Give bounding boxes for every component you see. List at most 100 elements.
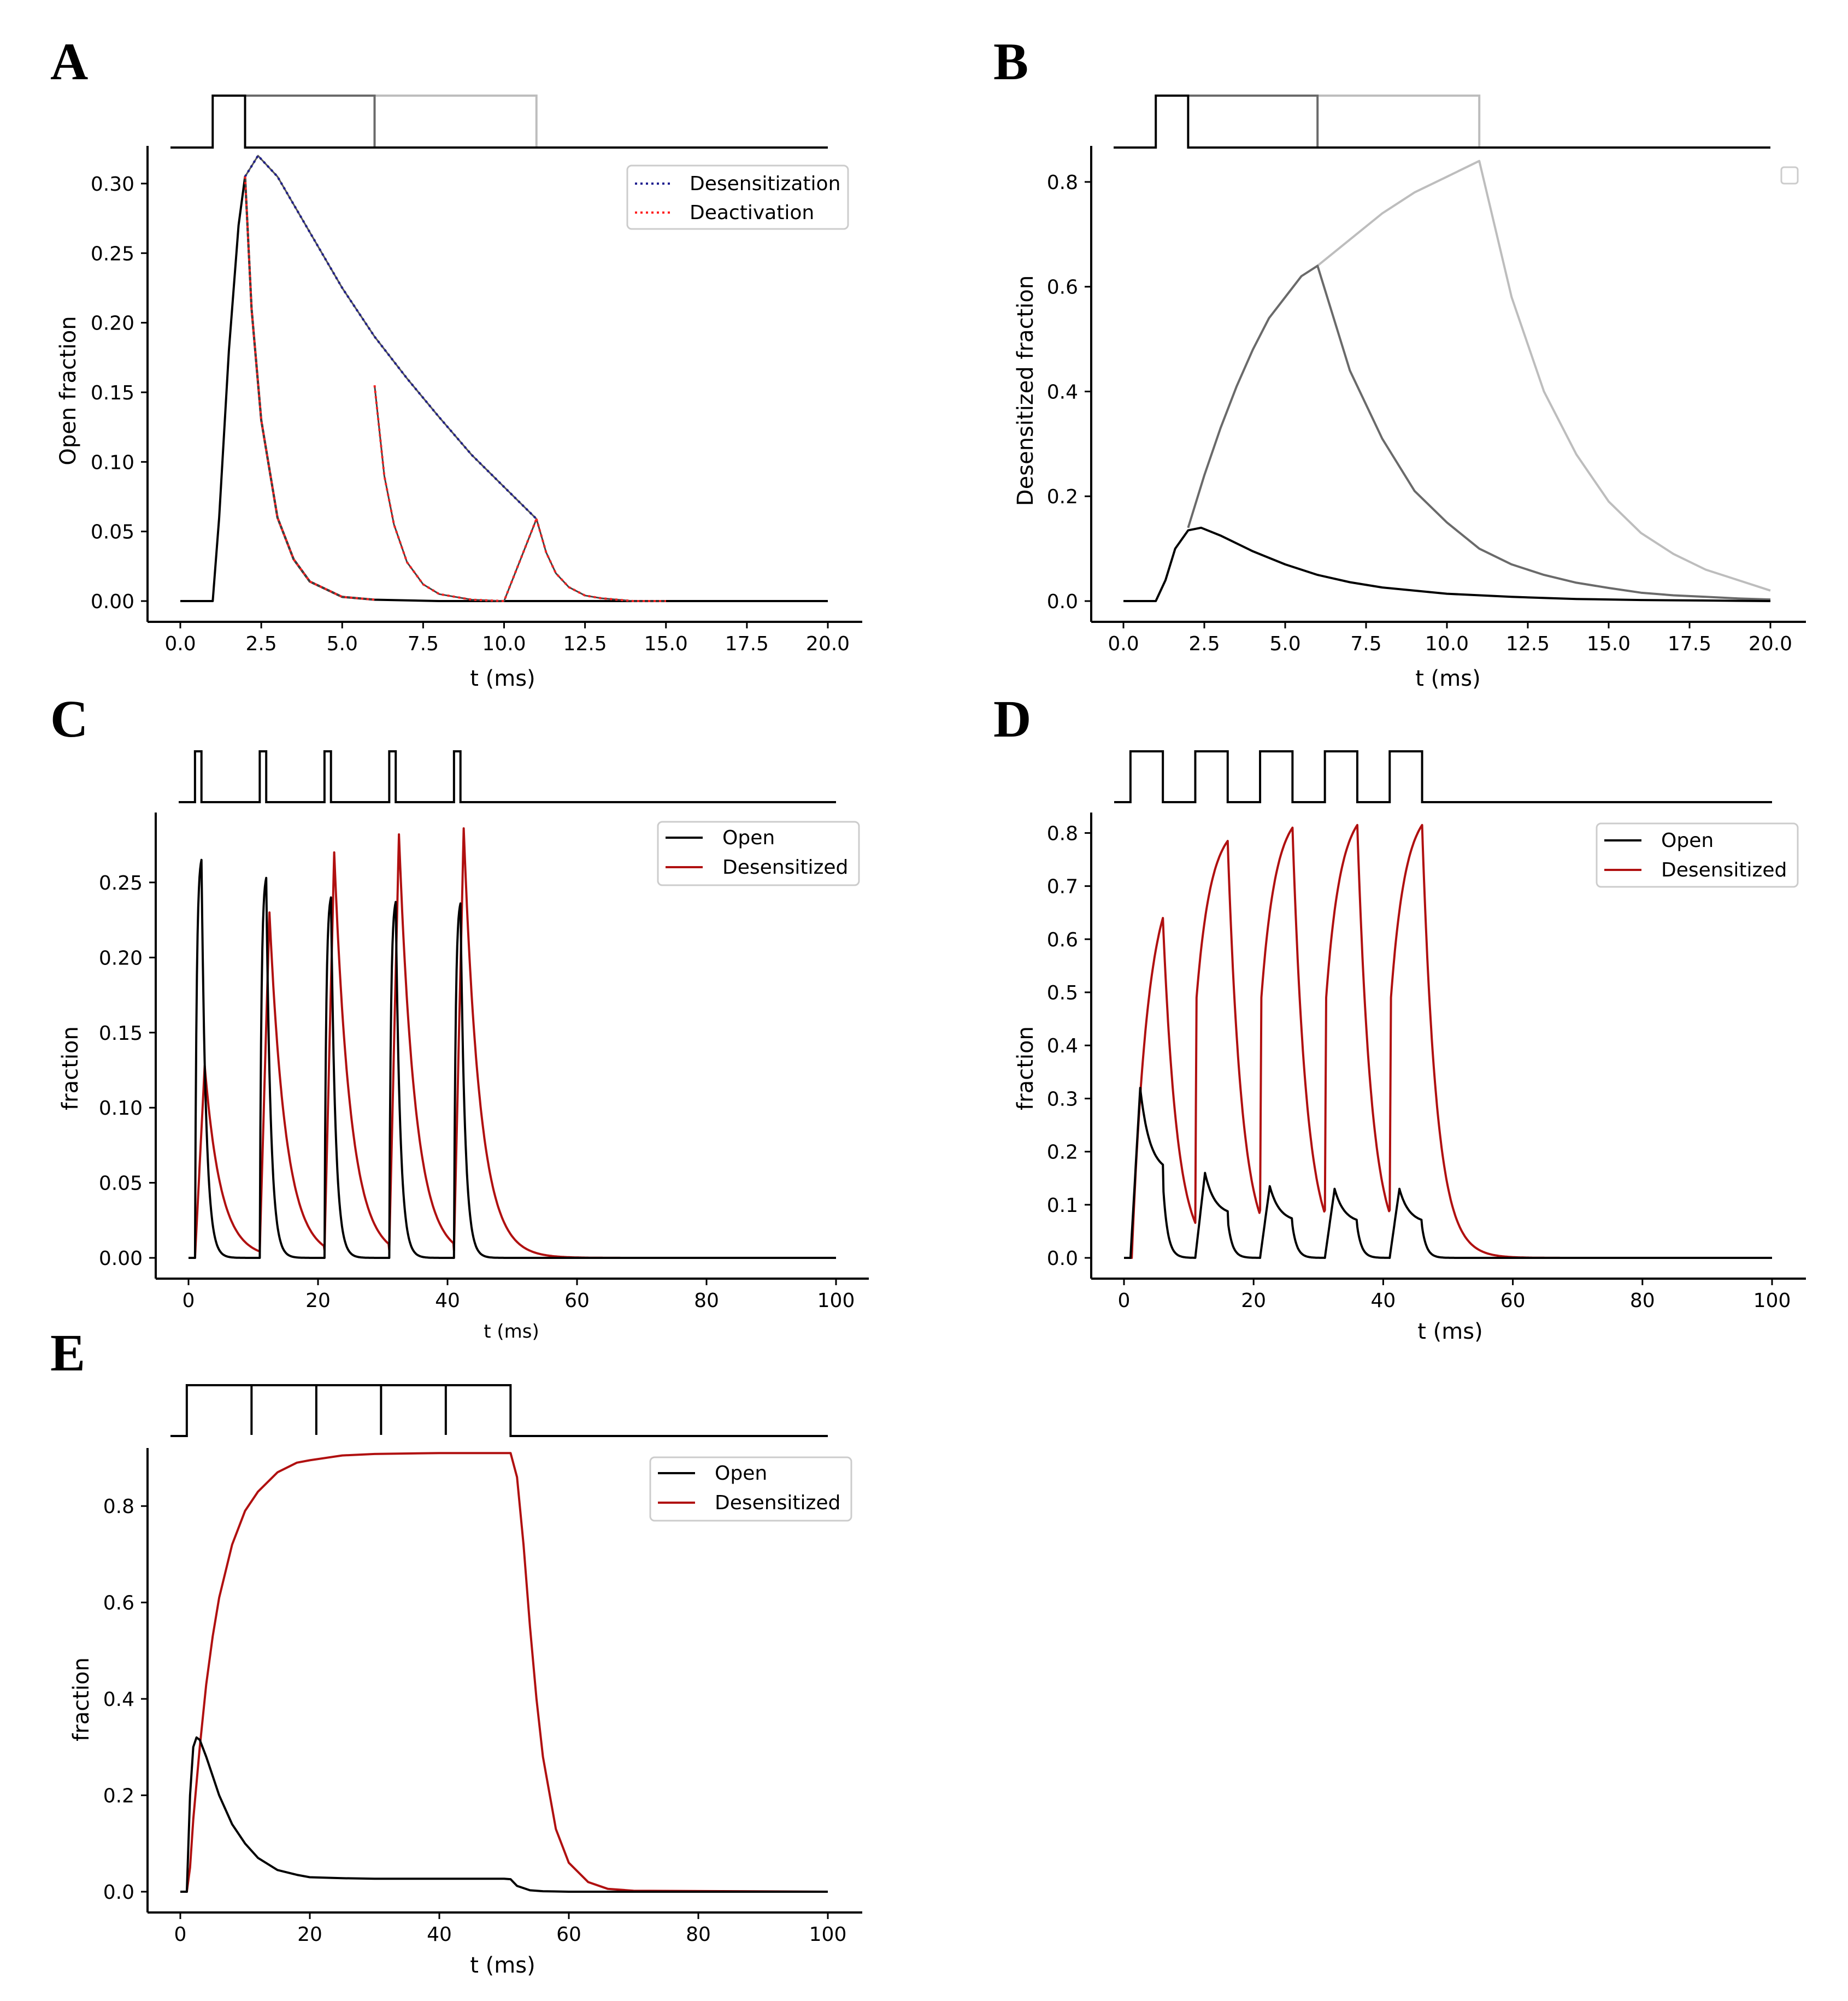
panel-label-b: B	[993, 32, 1028, 91]
pulse-b-short	[1114, 95, 1770, 149]
x-tick-label-c: 100	[817, 1290, 855, 1312]
series-d-open	[1123, 1087, 1773, 1259]
y-tick-label-b: 0.0	[1047, 591, 1078, 613]
x-tick-label-d: 60	[1500, 1290, 1526, 1312]
plot-b: 0.0 2.5 5.0 7.5 10.0 12.5 15.0 17.5 20.0 0.0 0.2 0.…	[1047, 146, 1806, 655]
x-tick-label-b: 20.0	[1749, 633, 1792, 655]
y-tick-label-c: 0.10	[99, 1097, 143, 1120]
y-tick-label-a: 0.25	[91, 243, 134, 265]
x-tick-label-a: 17.5	[725, 633, 769, 655]
series-a-deactivation-2	[535, 519, 666, 602]
pulse-trace-e	[170, 1384, 828, 1437]
x-tick-label-b: 15.0	[1587, 633, 1631, 655]
legend-e: Open Desensitized	[649, 1456, 852, 1522]
legend-a-label-0: Desensitization	[690, 173, 840, 195]
x-tick-label-b: 0.0	[1108, 633, 1139, 655]
x-tick-label-b: 2.5	[1188, 633, 1220, 655]
series-b-2	[1123, 526, 1771, 602]
x-tick-label-b: 12.5	[1506, 633, 1550, 655]
y-tick-label-c: 0.25	[99, 872, 143, 894]
y-tick-label-c: 0.05	[99, 1173, 143, 1195]
pulse-trace-a	[170, 95, 828, 149]
x-tick-label-a: 20.0	[806, 633, 850, 655]
pulse-trace-b	[1114, 95, 1770, 149]
x-tick-label-d: 80	[1630, 1290, 1655, 1312]
pulse-a-mid	[245, 95, 376, 148]
plot-a: 0.0 2.5 5.0 7.5 10.0 12.5 15.0 17.5 20.0 0.00 0.05…	[91, 146, 862, 655]
series-a-deactivation-1	[373, 385, 538, 602]
series-a-desens-solid	[244, 155, 537, 520]
panel-label-c: C	[50, 690, 88, 748]
legend-e-label-1: Desensitized	[715, 1492, 840, 1514]
xlabel-c: t (ms)	[484, 1321, 539, 1343]
y-tick-label-a: 0.10	[91, 451, 134, 474]
x-tick-label-c: 0	[183, 1290, 195, 1312]
legend-c-label-1: Desensitized	[722, 856, 848, 879]
x-tick-label-c: 80	[694, 1290, 719, 1312]
xlabel-a: t (ms)	[470, 666, 535, 691]
y-tick-label-d: 0.6	[1047, 929, 1078, 951]
legend-c-label-0: Open	[722, 827, 775, 849]
y-tick-label-e: 0.0	[103, 1881, 134, 1904]
x-tick-label-b: 17.5	[1668, 633, 1711, 655]
panel-label-d: D	[993, 690, 1031, 748]
legend-d: Open Desensitized	[1596, 822, 1799, 888]
series-a-deact-solid-0	[244, 176, 375, 601]
panel-a: A 0.0 2.5 5.0 7.5 10.0 12.5 15.0 17.5 20.00.000.…	[50, 32, 862, 691]
y-tick-label-a: 0.05	[91, 521, 134, 544]
y-tick-label-b: 0.2	[1047, 486, 1078, 508]
legend-a-label-1: Deactivation	[690, 202, 814, 224]
series-b-1	[1187, 264, 1771, 601]
x-tick-label-a: 10.0	[482, 633, 526, 655]
legend-b-empty	[1780, 166, 1799, 185]
pulse-b-mid	[1188, 95, 1319, 148]
ylabel-a: Open fraction	[56, 316, 81, 465]
y-tick-label-d: 0.3	[1047, 1088, 1078, 1110]
y-tick-label-a: 0.20	[91, 313, 134, 335]
series-c-open	[188, 858, 837, 1259]
x-tick-label-d: 20	[1241, 1290, 1266, 1312]
y-tick-label-c: 0.00	[99, 1247, 143, 1270]
panel-e: E 0 20 40 60 80 100 0.0 0.2 0.4 0.6 0.8 t (ms) fra…	[50, 1323, 862, 1978]
pulse-e-long	[170, 1384, 828, 1437]
panel-c: C 0 20 40 60 80 100 0.00 0.05 0.10 0.15 0.20 0.25 t…	[50, 690, 869, 1343]
x-tick-label-a: 0.0	[164, 633, 196, 655]
ylabel-d: fraction	[1013, 1026, 1038, 1110]
x-tick-label-c: 20	[305, 1290, 331, 1312]
pulse-d-train	[1114, 750, 1772, 803]
y-tick-label-d: 0.5	[1047, 982, 1078, 1004]
x-tick-label-a: 12.5	[563, 633, 607, 655]
panel-d: D 0 20 40 60 80 100 0.0 0.1 0.2 0.3 0.4 0.5 0.6 0.7 0.…	[993, 690, 1806, 1344]
x-tick-label-d: 40	[1370, 1290, 1396, 1312]
y-tick-label-c: 0.20	[99, 947, 143, 969]
y-tick-label-b: 0.4	[1047, 381, 1078, 403]
y-tick-label-d: 0.4	[1047, 1035, 1078, 1057]
y-tick-label-e: 0.8	[103, 1496, 134, 1518]
x-tick-label-b: 7.5	[1350, 633, 1381, 655]
x-tick-label-a: 5.0	[327, 633, 358, 655]
plot-c: 0 20 40 60 80 100 0.00 0.05 0.10 0.15 0.20 0.25	[99, 813, 869, 1312]
x-tick-label-e: 20	[297, 1923, 322, 1946]
ylabel-c: fraction	[58, 1026, 83, 1110]
plot-e: 0 20 40 60 80 100 0.0 0.2 0.4 0.6 0.8	[103, 1448, 862, 1946]
y-tick-label-d: 0.2	[1047, 1141, 1078, 1164]
legend-d-label-1: Desensitized	[1661, 859, 1787, 881]
pulse-c-train	[179, 750, 836, 803]
legend-a: Desensitization Deactivation	[626, 164, 849, 230]
series-b-0	[1316, 160, 1771, 592]
y-tick-label-c: 0.15	[99, 1022, 143, 1045]
series-e-desensitized	[180, 1452, 828, 1893]
x-tick-label-e: 0	[174, 1923, 187, 1946]
xlabel-d: t (ms)	[1417, 1319, 1482, 1344]
ylabel-e: fraction	[69, 1657, 94, 1741]
pulse-trace-d	[1114, 750, 1772, 803]
x-tick-label-d: 100	[1753, 1290, 1791, 1312]
pulse-a-short	[170, 95, 828, 149]
y-tick-label-d: 0.1	[1047, 1194, 1078, 1217]
x-tick-label-a: 15.0	[644, 633, 688, 655]
plot-d: 0 20 40 60 80 100 0.0 0.1 0.2 0.3 0.4 0.5 0.6 0.7 0.8	[1047, 813, 1806, 1312]
y-tick-label-a: 0.30	[91, 173, 134, 196]
x-tick-label-a: 7.5	[408, 633, 439, 655]
y-tick-label-b: 0.8	[1047, 172, 1078, 194]
x-tick-label-a: 2.5	[245, 633, 276, 655]
